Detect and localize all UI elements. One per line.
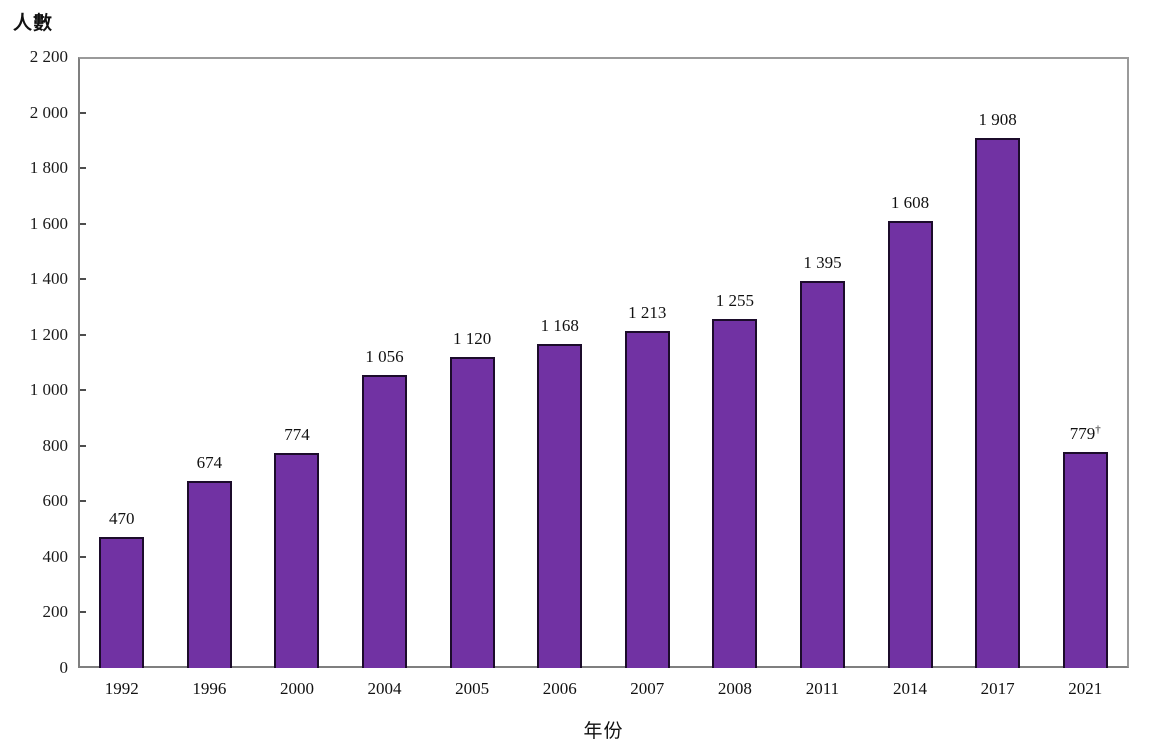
x-tick-label: 2017 bbox=[980, 679, 1015, 698]
y-tick-mark bbox=[80, 444, 86, 447]
y-tick-mark bbox=[80, 555, 86, 558]
bar bbox=[887, 221, 933, 668]
y-tick-mark bbox=[80, 611, 86, 614]
x-tick-label: 2007 bbox=[630, 679, 665, 698]
x-tick-label: 2004 bbox=[367, 679, 402, 698]
x-tick-label: 2000 bbox=[279, 679, 314, 698]
bar bbox=[799, 280, 845, 668]
y-tick-label: 200 bbox=[42, 602, 69, 622]
bar bbox=[274, 453, 320, 668]
y-tick-mark bbox=[80, 333, 86, 336]
bar-value-label: 674 bbox=[196, 452, 223, 472]
y-tick-label: 1 400 bbox=[29, 269, 68, 289]
bar bbox=[975, 138, 1021, 668]
bar-value-label: 1 255 bbox=[715, 291, 754, 311]
x-tick-label: 2006 bbox=[542, 679, 577, 698]
y-axis-title: 人數 bbox=[13, 13, 54, 34]
bar bbox=[537, 343, 583, 668]
x-tick-label: 1996 bbox=[192, 679, 227, 698]
y-tick-mark bbox=[80, 500, 86, 503]
y-tick-label: 600 bbox=[42, 491, 69, 511]
y-tick-mark bbox=[80, 111, 86, 114]
y-tick-label: 1 600 bbox=[29, 213, 68, 233]
bar bbox=[99, 537, 145, 668]
bar-value-label: 779† bbox=[1069, 422, 1101, 443]
x-tick-label: 1992 bbox=[104, 679, 139, 698]
y-tick-mark bbox=[80, 389, 86, 392]
y-tick-label: 1 800 bbox=[29, 158, 68, 178]
bar-value-label: 1 395 bbox=[803, 252, 842, 272]
y-tick-mark bbox=[80, 222, 86, 225]
y-tick-label: 1 000 bbox=[29, 380, 68, 400]
bar bbox=[186, 480, 232, 668]
y-tick-label: 800 bbox=[42, 435, 69, 455]
y-tick-label: 400 bbox=[42, 546, 69, 566]
bar bbox=[362, 374, 408, 668]
bar-value-label: 1 056 bbox=[365, 346, 404, 366]
x-tick-label: 2008 bbox=[717, 679, 752, 698]
x-tick-label: 2021 bbox=[1068, 679, 1103, 698]
x-axis-title: 年份 bbox=[583, 721, 624, 742]
bar-value-label: 1 213 bbox=[628, 303, 667, 323]
bar-value-label: 1 120 bbox=[453, 328, 492, 348]
plot-area bbox=[78, 57, 1129, 668]
bar-value-label: 470 bbox=[109, 509, 135, 529]
bar-value-label: 1 908 bbox=[978, 110, 1017, 130]
bar-value-label: 774 bbox=[284, 425, 310, 445]
bar bbox=[1062, 451, 1108, 668]
bar bbox=[624, 331, 670, 668]
y-tick-mark bbox=[80, 278, 86, 281]
y-tick-label: 1 200 bbox=[29, 324, 68, 344]
bar-value-label: 1 608 bbox=[890, 193, 930, 213]
y-tick-label: 2 000 bbox=[29, 102, 68, 122]
y-tick-mark bbox=[80, 167, 86, 170]
bar bbox=[449, 356, 495, 668]
y-tick-label: 0 bbox=[59, 658, 69, 677]
bar bbox=[712, 319, 758, 668]
x-tick-label: 2014 bbox=[893, 679, 928, 698]
y-tick-label: 2 200 bbox=[29, 47, 68, 66]
x-tick-label: 2011 bbox=[805, 679, 840, 698]
bar-value-label: 1 168 bbox=[540, 315, 579, 335]
x-tick-label: 2005 bbox=[455, 679, 490, 698]
